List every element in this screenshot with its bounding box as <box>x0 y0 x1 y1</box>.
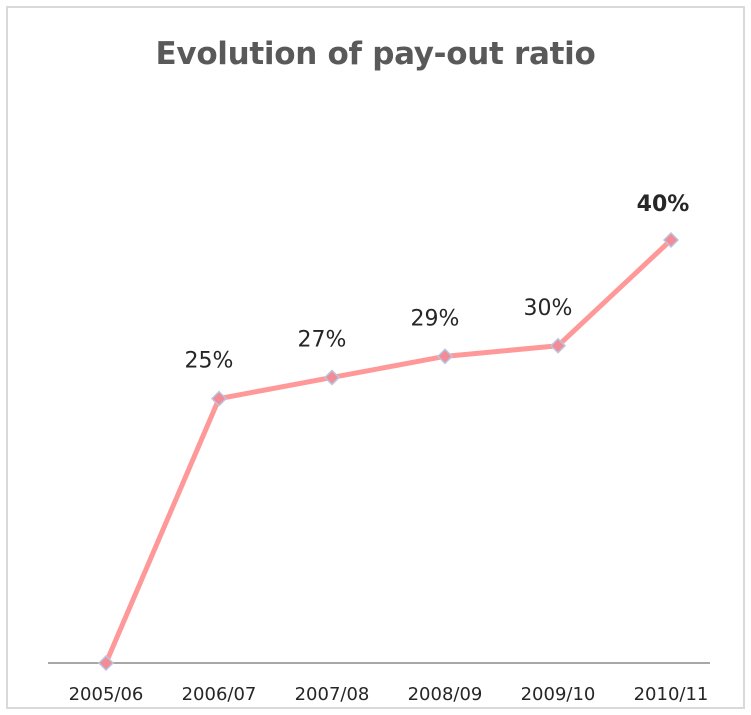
data-label: 29% <box>411 306 460 331</box>
chart-frame <box>6 6 745 709</box>
chart-title: Evolution of pay-out ratio <box>155 36 596 72</box>
data-label: 30% <box>524 296 573 321</box>
x-tick-label: 2005/06 <box>69 684 144 705</box>
x-tick-label: 2006/07 <box>182 684 257 705</box>
data-point-marker <box>549 337 567 354</box>
x-tick-label: 2008/09 <box>408 684 483 705</box>
data-point-marker <box>323 369 341 386</box>
x-tick-label: 2010/11 <box>634 684 709 705</box>
data-point-marker <box>210 390 228 407</box>
data-point-marker <box>436 348 454 365</box>
data-point-marker <box>662 231 680 249</box>
data-label: 40% <box>637 192 690 217</box>
data-label: 27% <box>298 327 347 352</box>
data-label: 25% <box>185 349 234 374</box>
data-point-marker <box>97 654 115 672</box>
x-tick-label: 2009/10 <box>521 684 596 705</box>
x-tick-label: 2007/08 <box>295 684 370 705</box>
series-line <box>103 237 674 666</box>
